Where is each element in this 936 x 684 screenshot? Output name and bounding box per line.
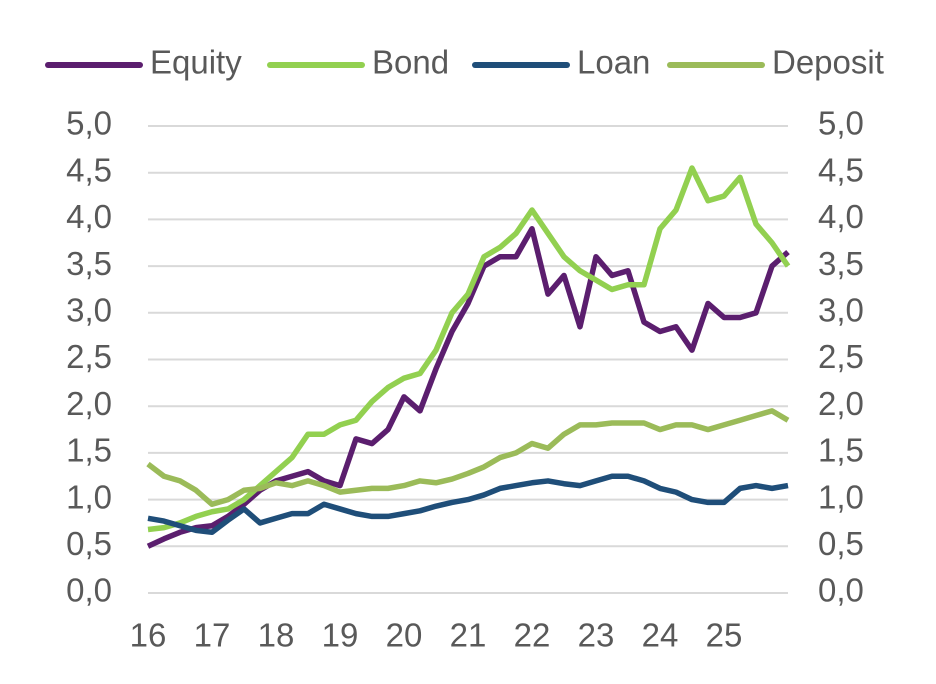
- y-tick-label: 5,0: [66, 105, 112, 142]
- series-line: [146, 408, 790, 508]
- y2-tick-label: 2,5: [818, 338, 864, 375]
- y2-tick-label: 1,0: [818, 478, 864, 515]
- x-tick-label: 17: [194, 617, 231, 654]
- y2-tick-label: 4,0: [818, 198, 864, 235]
- y2-tick-label: 3,5: [818, 245, 864, 282]
- y-tick-label: 3,0: [66, 292, 112, 329]
- y2-tick-label: 4,5: [818, 151, 864, 188]
- series-line: [147, 473, 789, 536]
- legend-label: Equity: [150, 44, 242, 81]
- y-tick-label: 2,5: [66, 338, 112, 375]
- x-tick-label: 25: [706, 617, 743, 654]
- legend-label: Loan: [577, 44, 650, 81]
- y2-tick-label: 1,5: [818, 432, 864, 469]
- x-tick-label: 21: [450, 617, 487, 654]
- x-tick-label: 23: [578, 617, 615, 654]
- x-tick-label: 19: [322, 617, 359, 654]
- y-tick-label: 0,0: [66, 572, 112, 609]
- y-tick-label: 2,0: [66, 385, 112, 422]
- y-tick-label: 0,5: [66, 525, 112, 562]
- y2-tick-label: 5,0: [818, 105, 864, 142]
- series-line: [146, 225, 790, 549]
- x-tick-label: 22: [514, 617, 551, 654]
- y2-tick-label: 2,0: [818, 385, 864, 422]
- legend-label: Deposit: [772, 44, 884, 81]
- x-tick-label: 18: [258, 617, 295, 654]
- y2-tick-label: 3,0: [818, 292, 864, 329]
- x-tick-label: 20: [386, 617, 423, 654]
- y-tick-label: 1,5: [66, 432, 112, 469]
- y-tick-label: 4,0: [66, 198, 112, 235]
- legend-label: Bond: [372, 44, 449, 81]
- y2-tick-label: 0,0: [818, 572, 864, 609]
- y-tick-label: 4,5: [66, 151, 112, 188]
- x-tick-label: 16: [130, 617, 167, 654]
- y-tick-label: 1,0: [66, 478, 112, 515]
- x-tick-label: 24: [642, 617, 679, 654]
- y2-tick-label: 0,5: [818, 525, 864, 562]
- y-tick-label: 3,5: [66, 245, 112, 282]
